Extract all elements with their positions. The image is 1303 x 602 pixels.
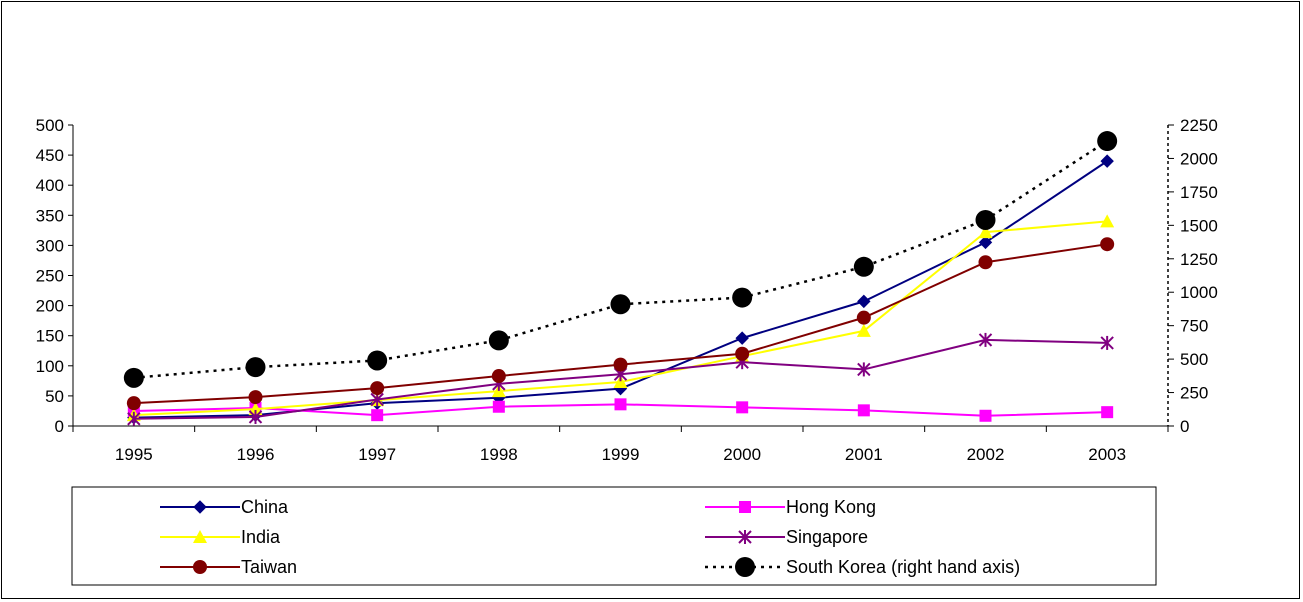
right-y-tick-label: 1250 [1180,250,1218,269]
left-y-tick-label: 50 [45,387,64,406]
legend-marker [739,501,751,513]
data-point-china [857,294,871,309]
legend-marker [738,530,752,544]
legend-marker [193,560,207,574]
data-point-india [613,375,628,389]
legend-label: Hong Kong [786,497,876,517]
data-point-india [1100,214,1115,228]
data-point-hong-kong [979,409,992,422]
data-point-china [1100,154,1114,168]
right-y-tick-label: 0 [1180,417,1189,436]
data-point-south-korea-right-hand-axis [853,256,874,277]
data-point-singapore [857,362,871,377]
data-point-south-korea-right-hand-axis [488,330,509,351]
data-point-hong-kong [371,409,384,422]
data-point-singapore [248,409,263,424]
data-point-india [248,402,263,416]
x-tick-label: 1996 [237,445,275,464]
right-y-tick-label: 250 [1180,384,1208,403]
right-y-tick-label: 500 [1180,350,1208,369]
x-tick-label: 2000 [723,445,761,464]
legend-item-singapore: Singapore [705,527,868,547]
data-point-south-korea-right-hand-axis [123,367,144,388]
right-y-tick-label: 2000 [1180,149,1218,168]
data-point-hong-kong [1101,406,1114,419]
legend-marker [735,557,755,577]
left-y-tick-label: 500 [36,116,64,135]
data-point-taiwan [735,346,750,361]
data-point-singapore [127,411,141,426]
legend-item-taiwan: Taiwan [160,557,297,577]
data-point-hong-kong [614,398,627,411]
data-point-taiwan [1100,237,1115,252]
data-point-singapore [978,332,993,347]
data-point-taiwan [126,396,141,411]
right-y-tick-label: 750 [1180,317,1208,336]
data-point-india [856,323,871,337]
data-point-taiwan [248,390,263,405]
series-layer [123,131,1118,426]
left-y-tick-label: 300 [36,236,64,255]
data-point-hong-kong [857,404,870,417]
legend-marker [193,530,207,543]
data-point-taiwan [978,255,993,270]
left-y-tick-label: 150 [36,327,64,346]
data-point-taiwan [613,357,628,372]
left-y-tick-label: 400 [36,176,64,195]
series-south-korea-right-hand-axis [123,131,1118,388]
series-hong-kong [127,398,1114,422]
data-point-south-korea-right-hand-axis [245,357,266,378]
right-y-tick-label: 1000 [1180,283,1218,302]
series-taiwan [126,237,1115,411]
data-point-south-korea-right-hand-axis [732,287,753,308]
data-point-taiwan [856,310,871,325]
legend-label: Taiwan [241,557,297,577]
legend-item-south-korea-right-hand-axis: South Korea (right hand axis) [705,557,1020,577]
axes: 0 50 100 150 200 250 300 350 400 450 500 1995 1996 19… [36,116,1218,464]
data-point-singapore [1100,335,1114,350]
x-tick-label: 2003 [1088,445,1126,464]
legend-marker [193,500,207,514]
data-point-taiwan [491,369,506,384]
legend-label: South Korea (right hand axis) [786,557,1020,577]
series-line-south-korea-right-hand-axis [133,140,1108,380]
x-tick-label: 1995 [115,445,153,464]
left-y-tick-label: 450 [36,146,64,165]
data-point-india [978,225,993,239]
legend: China Hong Kong India Singapore Taiwan South … [71,486,1157,586]
left-y-tick-label: 350 [36,206,64,225]
data-point-hong-kong [492,400,505,413]
legend-item-india: India [160,527,281,547]
series-singapore [127,332,1114,426]
left-y-tick-label: 100 [36,357,64,376]
left-y-tick-label: 200 [36,297,64,316]
x-tick-label: 1997 [358,445,396,464]
data-point-south-korea-right-hand-axis [975,209,996,230]
data-point-china [978,235,993,250]
x-tick-label: 1998 [480,445,518,464]
data-point-south-korea-right-hand-axis [367,350,388,371]
legend-label: Singapore [786,527,868,547]
legend-item-hong-kong: Hong Kong [705,497,876,517]
left-y-tick-label: 250 [36,267,64,286]
right-y-tick-label: 2250 [1180,116,1218,135]
data-point-hong-kong [736,401,749,414]
data-point-south-korea-right-hand-axis [610,294,631,315]
right-y-tick-label: 1500 [1180,216,1218,235]
left-y-tick-label: 0 [55,417,64,436]
x-tick-label: 2002 [967,445,1005,464]
x-tick-label: 1999 [602,445,640,464]
data-point-china [735,331,749,345]
legend-label: India [241,527,281,547]
right-y-tick-label: 1750 [1180,183,1218,202]
data-point-south-korea-right-hand-axis [1097,131,1118,152]
legend-label: China [241,497,289,517]
legend-box [71,486,1157,586]
legend-item-china: China [160,497,289,517]
x-tick-label: 2001 [845,445,883,464]
data-point-taiwan [370,381,385,396]
